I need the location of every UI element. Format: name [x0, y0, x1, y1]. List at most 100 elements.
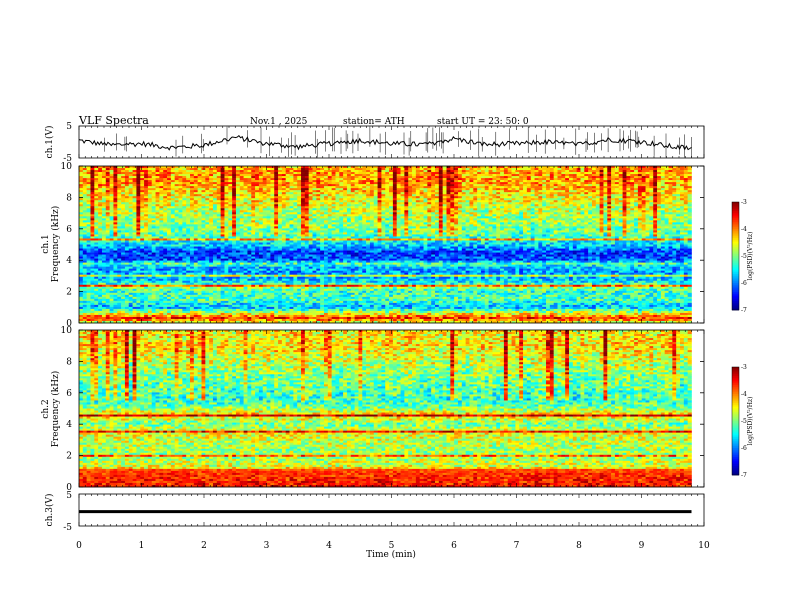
spec1-cell [136, 251, 140, 253]
spec1-cell [125, 313, 129, 315]
spec1-cell [171, 253, 175, 255]
spec1-cell [129, 182, 133, 184]
spec1-cell [140, 265, 144, 267]
spec1-cell [156, 172, 160, 174]
spec1-cell [79, 192, 83, 194]
spec1-cell [179, 184, 183, 186]
spec1-cell [179, 186, 183, 188]
spec1-cell [175, 206, 179, 208]
spec1-cell [144, 257, 148, 259]
spec1-cell [182, 184, 186, 186]
spec1-cell [156, 240, 160, 242]
spec1-cell [90, 305, 94, 307]
spec1-cell [140, 283, 144, 285]
spec1-cell [83, 184, 87, 186]
spec1-cell [98, 172, 102, 174]
spec1-cell [110, 319, 114, 321]
spec1-cell [87, 309, 91, 311]
spec1-cell [167, 281, 171, 283]
spec1-cell [179, 218, 183, 220]
spec1-cell [87, 234, 91, 236]
spec1-cell [148, 273, 152, 275]
spec1-cell [140, 194, 144, 196]
spec1-cell [159, 263, 163, 265]
spec1-cell [106, 194, 110, 196]
spec1-cell [156, 309, 160, 311]
spec1-cell [83, 281, 87, 283]
spec1-cell [102, 210, 106, 212]
spec1-cell [110, 259, 114, 261]
spec1-cell [110, 245, 114, 247]
spec1-cell [167, 315, 171, 317]
spec1-cell [121, 263, 125, 265]
spec1-cell [129, 267, 133, 269]
spec1-cell [133, 275, 137, 277]
spec1-cell [152, 311, 156, 313]
spec1-cell [110, 238, 114, 240]
spec1-cell [133, 218, 137, 220]
spec1-cell [133, 240, 137, 242]
spec1-cell [156, 283, 160, 285]
spec1-cell [110, 186, 114, 188]
spec1-cell [167, 176, 171, 178]
spec1-cell [113, 176, 117, 178]
spec1-cell [133, 242, 137, 244]
spec1-cell [140, 299, 144, 301]
spec1-cell [106, 249, 110, 251]
spec1-cell [125, 283, 129, 285]
spec1-cell [129, 220, 133, 222]
spec1-cell [148, 311, 152, 313]
spec1-cell [102, 242, 106, 244]
spec1-cell [171, 242, 175, 244]
spec1-cell [129, 319, 133, 321]
spec1-cell [113, 319, 117, 321]
spec1-cell [156, 238, 160, 240]
spec1-cell [106, 319, 110, 321]
spec1-cell [129, 299, 133, 301]
spec1-cell [129, 273, 133, 275]
spec1-cell [182, 176, 186, 178]
spec1-cell [167, 271, 171, 273]
spec1-cell [87, 222, 91, 224]
spec1-cell [144, 184, 148, 186]
spec1-cell [133, 299, 137, 301]
spec1-cell [117, 251, 121, 253]
spec1-cell [98, 234, 102, 236]
spec1-cell [171, 261, 175, 263]
spec1-cell [102, 315, 106, 317]
spec1-cell [94, 230, 98, 232]
spec1-cell [171, 224, 175, 226]
spec1-cell [98, 297, 102, 299]
spec1-cell [182, 210, 186, 212]
spec1-cell [121, 309, 125, 311]
spec1-cell [152, 190, 156, 192]
spec1-cell [171, 220, 175, 222]
spec1-cell [129, 305, 133, 307]
spec1-cell [136, 263, 140, 265]
spec1-cell [87, 279, 91, 281]
spec1-cell [175, 303, 179, 305]
spec1-cell [90, 236, 94, 238]
spec1-cell [167, 265, 171, 267]
spec1-cell [83, 299, 87, 301]
spec1-cell [117, 303, 121, 305]
spec1-cell [179, 198, 183, 200]
spec1-cell [121, 202, 125, 204]
spec1-cell [171, 305, 175, 307]
spec1-cell [171, 182, 175, 184]
spec1-cell [129, 180, 133, 182]
spec1-cell [159, 253, 163, 255]
spec1-cell [79, 297, 83, 299]
spec1-cell [171, 301, 175, 303]
spec1-cell [83, 218, 87, 220]
spec1-cell [102, 301, 106, 303]
spec1-cell [144, 236, 148, 238]
spec1-cell [94, 297, 98, 299]
spec1-cell [113, 303, 117, 305]
spec1-cell [163, 196, 167, 198]
spec1-cell [87, 208, 91, 210]
spec1-cell [156, 226, 160, 228]
spec1-cell [156, 265, 160, 267]
spec1-cell [83, 182, 87, 184]
spec1-cell [83, 257, 87, 259]
